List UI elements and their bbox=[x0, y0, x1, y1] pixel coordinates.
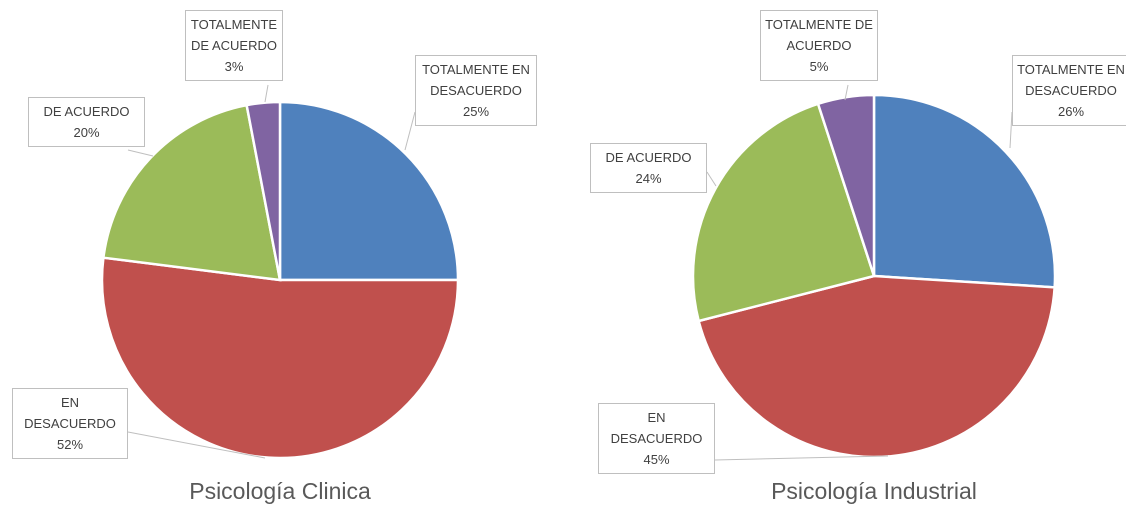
label-value: 26% bbox=[1057, 104, 1085, 119]
pie-slice bbox=[691, 102, 876, 323]
leader-line bbox=[264, 84, 269, 103]
leader-line bbox=[1009, 111, 1013, 149]
chart-title: Psicología Clinica bbox=[189, 478, 371, 504]
data-label: DE ACUERDO 24% bbox=[590, 143, 707, 193]
label-category: DE ACUERDO bbox=[605, 150, 692, 165]
pie-slice bbox=[102, 103, 282, 282]
label-category: TOTALMENTE DE ACUERDO bbox=[765, 17, 873, 53]
pie-slice bbox=[100, 256, 460, 460]
label-value: 52% bbox=[56, 437, 84, 452]
label-category: TOTALMENTE DE ACUERDO bbox=[190, 17, 278, 53]
leader-line bbox=[127, 431, 266, 459]
data-label: DE ACUERDO 20% bbox=[28, 97, 145, 147]
pie-slice bbox=[697, 274, 1056, 459]
label-category: TOTALMENTE EN DESACUERDO bbox=[422, 62, 530, 98]
label-value: 20% bbox=[73, 125, 100, 140]
data-label: TOTALMENTE DE ACUERDO 3% bbox=[185, 10, 283, 81]
leader-line bbox=[404, 111, 416, 151]
leader-line bbox=[127, 149, 154, 157]
label-category: EN DESACUERDO bbox=[24, 395, 116, 431]
leader-line bbox=[844, 84, 849, 101]
pie-slice bbox=[872, 93, 1057, 289]
leader-line bbox=[714, 455, 889, 461]
label-category: TOTALMENTE EN DESACUERDO bbox=[1017, 62, 1125, 98]
pie-slice bbox=[245, 100, 282, 281]
leader-line bbox=[706, 171, 717, 187]
data-label: TOTALMENTE DE ACUERDO 5% bbox=[760, 10, 878, 81]
chart-title: Psicología Industrial bbox=[771, 478, 977, 504]
data-label: TOTALMENTE EN DESACUERDO 25% bbox=[415, 55, 537, 126]
label-value: 25% bbox=[462, 104, 490, 119]
label-value: 3% bbox=[224, 59, 244, 74]
data-label: TOTALMENTE EN DESACUERDO 26% bbox=[1012, 55, 1126, 126]
label-category: DE ACUERDO bbox=[43, 104, 130, 119]
label-value: 45% bbox=[643, 452, 670, 467]
label-value: 5% bbox=[809, 59, 829, 74]
label-category: EN DESACUERDO bbox=[610, 410, 703, 446]
data-label: EN DESACUERDO 52% bbox=[12, 388, 128, 459]
pie-slice bbox=[278, 100, 460, 282]
label-value: 24% bbox=[635, 171, 662, 186]
data-label: EN DESACUERDO 45% bbox=[598, 403, 715, 474]
